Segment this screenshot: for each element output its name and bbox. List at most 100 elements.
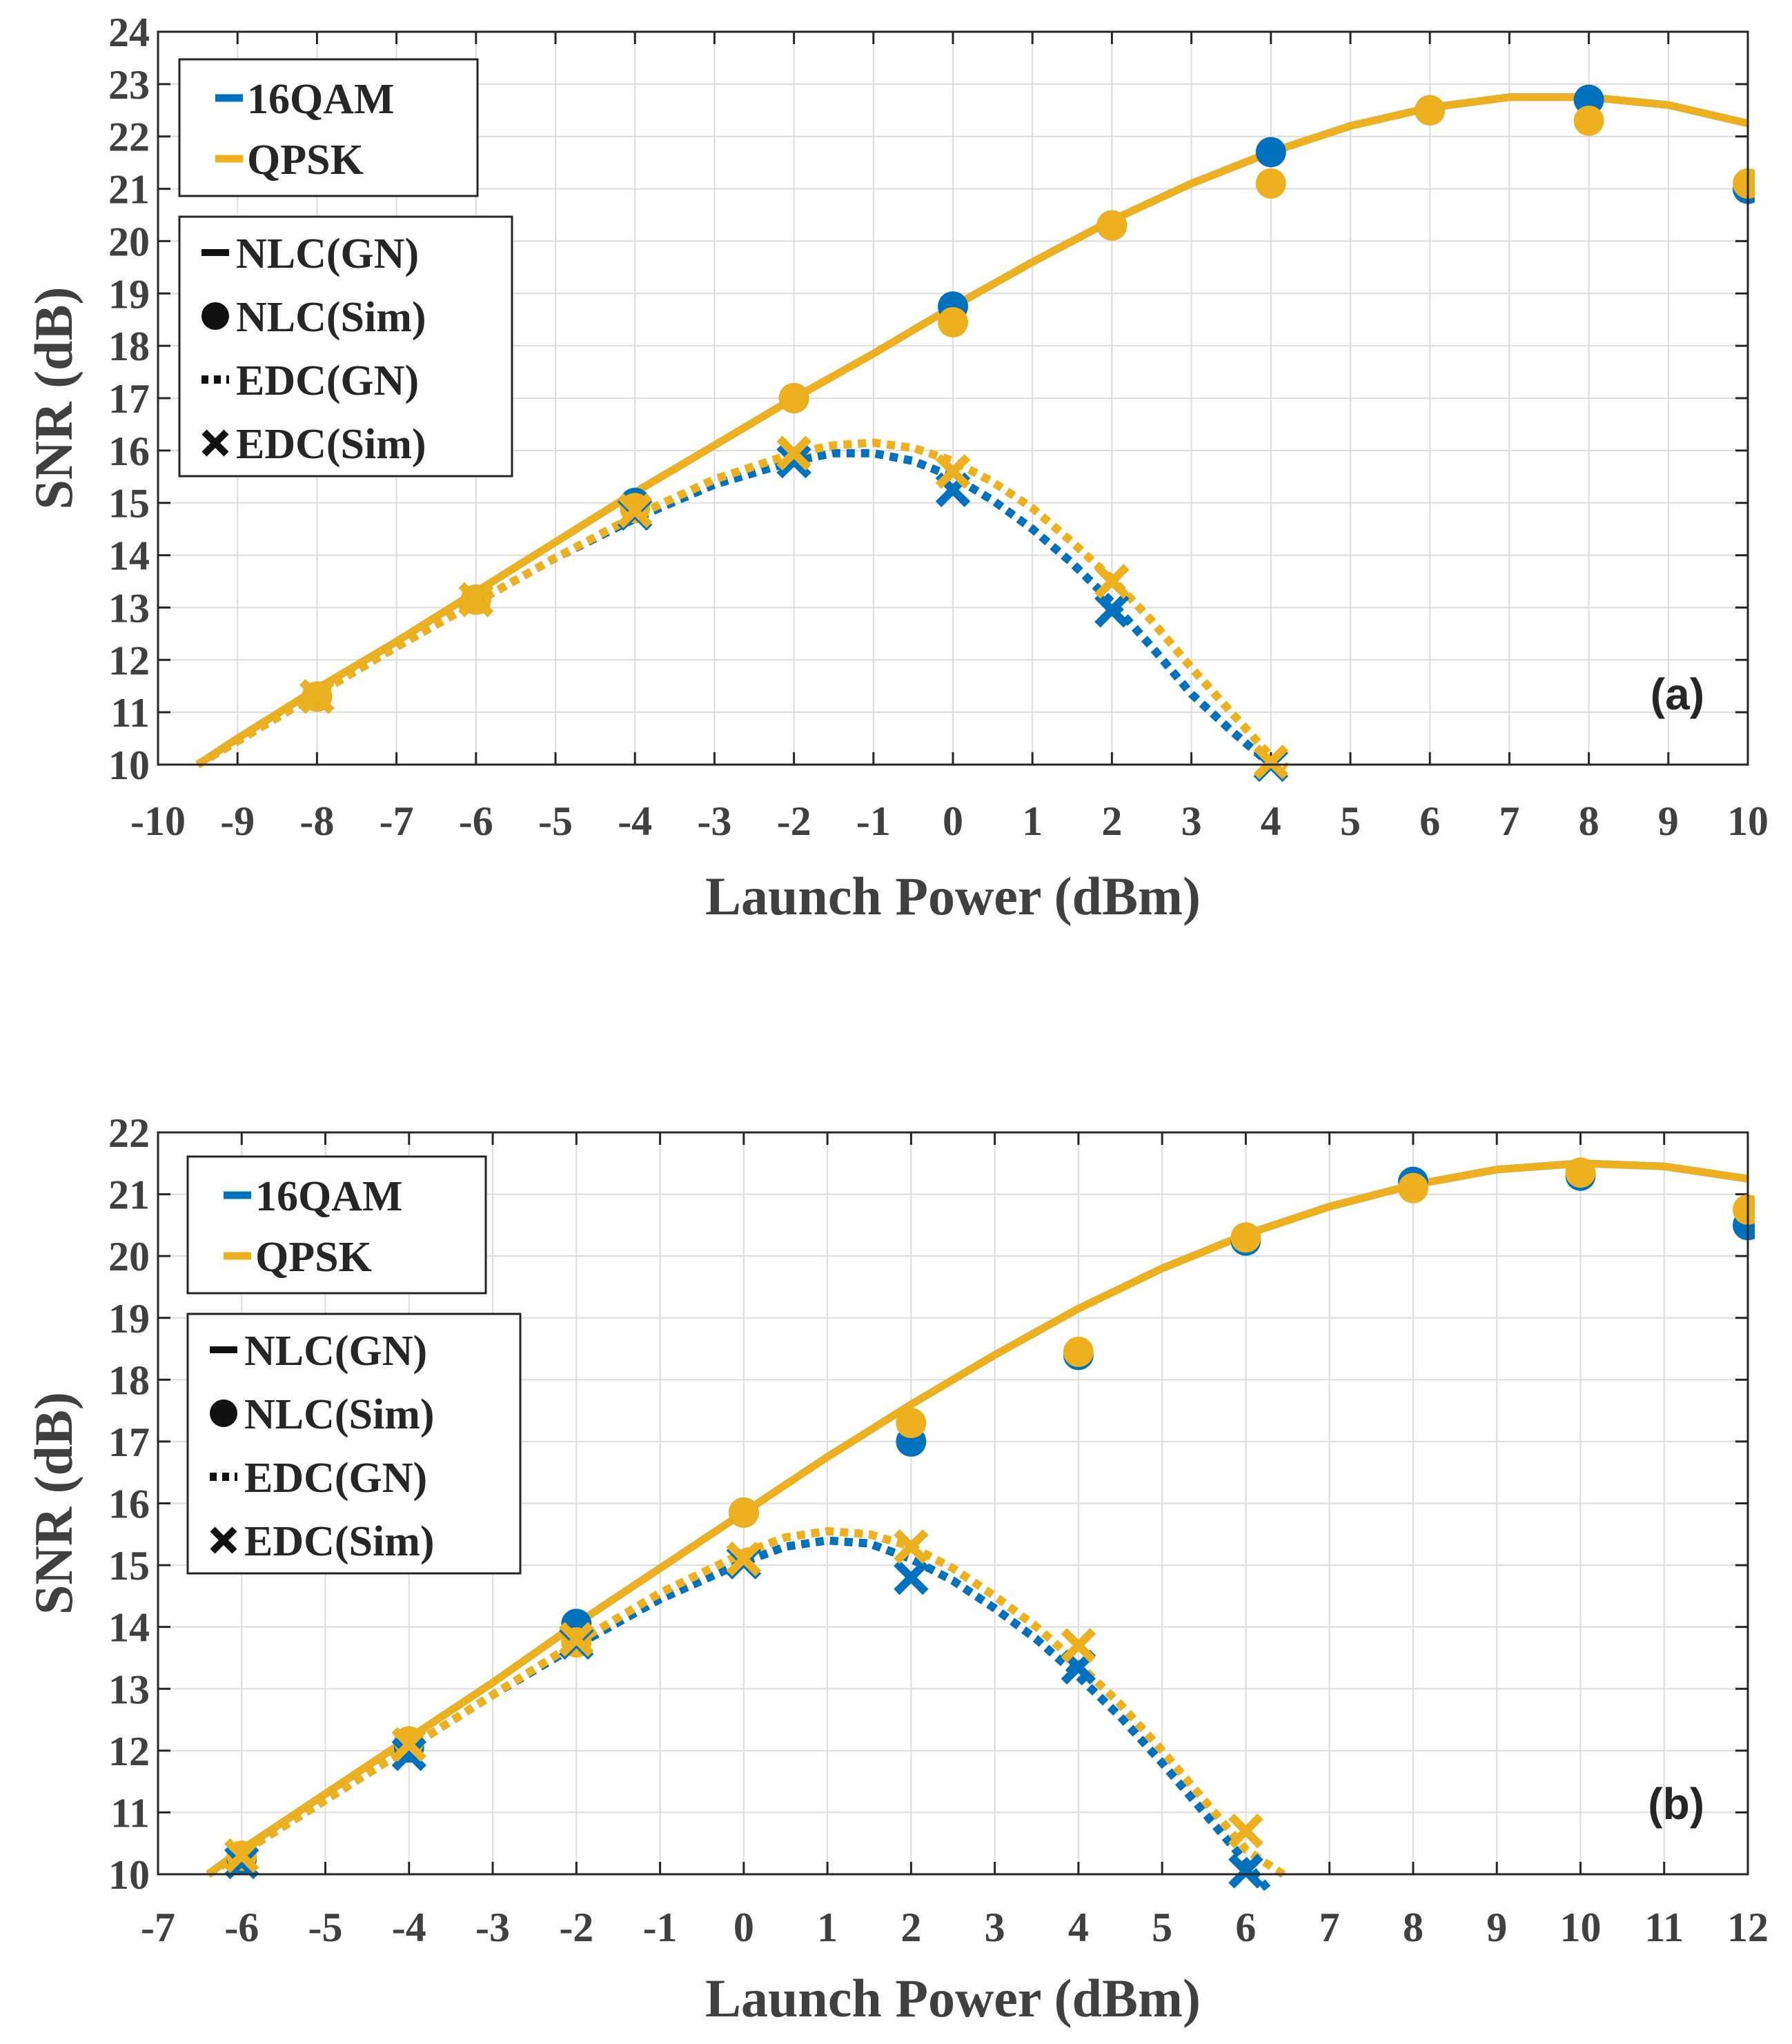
x-tick-label: -4 (618, 798, 652, 844)
legend-label-nlc-sim: NLC(Sim) (236, 294, 426, 341)
y-tick-label: 16 (108, 429, 150, 474)
y-axis-label: SNR (dB) (23, 1392, 83, 1615)
marker-x-16qam-edc-sim (391, 1736, 427, 1771)
legend-label-16qam: 16QAM (255, 1173, 403, 1220)
x-tick-label: 5 (1152, 1905, 1172, 1950)
marker-circle-qpsk-nlc-sim (1733, 168, 1755, 199)
marker-x-qpsk-edc-sim (299, 679, 335, 714)
x-tick-label: -5 (308, 1905, 343, 1950)
y-tick-label: 21 (108, 167, 150, 213)
y-tick-label: 14 (108, 533, 150, 579)
marker-x-16qam-edc-sim (894, 1560, 929, 1595)
marker-x-qpsk-edc-sim (1253, 744, 1289, 780)
legend-label-qpsk: QPSK (247, 137, 364, 184)
legend-label-16qam: 16QAM (247, 76, 395, 123)
legend-symbol-edc-sim (201, 429, 229, 457)
marker-circle-16qam-nlc-sim (1573, 84, 1604, 115)
marker-x-16qam-edc-sim (1094, 592, 1130, 628)
x-tick-label: 4 (1261, 798, 1281, 844)
legend-label-qpsk: QPSK (255, 1234, 372, 1281)
marker-x-qpsk-edc-sim (1228, 1814, 1263, 1849)
legend-format: 16QAM QPSK (186, 1155, 487, 1295)
marker-circle-qpsk-nlc-sim (1733, 1194, 1755, 1225)
x-tick-label: -10 (130, 798, 186, 844)
marker-x-qpsk-edc-sim (391, 1727, 427, 1762)
marker-x-16qam-edc-sim (776, 443, 811, 479)
x-tick-label: -7 (141, 1905, 175, 1950)
x-tick-label: 5 (1340, 798, 1361, 844)
x-tick-label: -7 (380, 798, 414, 844)
y-tick-label: 15 (108, 481, 150, 527)
y-tick-label: 12 (108, 1729, 150, 1774)
axes-frame (157, 1131, 1749, 1876)
x-tick-label: 6 (1235, 1905, 1256, 1950)
marker-circle-qpsk-nlc-sim (1230, 1222, 1261, 1253)
marker-x-qpsk-edc-sim (559, 1622, 594, 1657)
legend-box (186, 1313, 522, 1575)
marker-x-16qam-edc-sim (1228, 1854, 1263, 1889)
y-tick-label: 13 (108, 585, 150, 631)
marker-circle-qpsk-nlc-sim (1096, 210, 1128, 241)
y-tick-label: 16 (108, 1482, 150, 1527)
x-tick-label: 4 (1068, 1905, 1089, 1950)
marker-x-qpsk-edc-sim (776, 435, 811, 471)
marker-circle-qpsk-nlc-sim (1415, 95, 1446, 126)
marker-circle-qpsk-nlc-sim (778, 383, 809, 413)
legend-label-edc-gn: EDC(GN) (236, 357, 419, 404)
marker-x-qpsk-edc-sim (1061, 1628, 1096, 1663)
y-tick-label: 18 (108, 324, 150, 369)
marker-x-qpsk-edc-sim (617, 493, 653, 529)
legend-symbol-nlc-sim (201, 302, 229, 330)
x-tick-label: -6 (459, 798, 493, 844)
y-tick-label: 19 (108, 1296, 150, 1342)
y-tick-label: 21 (108, 1172, 150, 1218)
x-tick-label: 11 (1644, 1905, 1684, 1950)
panel-b: -7 -6 -5 -4 -3 -2 -1 0 1 2 3 4 5 6 7 8 9 10 11 121011121314… (23, 1110, 1769, 2028)
series-line-qpsk-edc-gn (195, 438, 1290, 771)
x-tick-label: 6 (1419, 798, 1440, 844)
y-tick-label: 10 (108, 1852, 150, 1898)
x-tick-label: 7 (1319, 1905, 1340, 1950)
y-tick-label: 18 (108, 1357, 150, 1403)
legend-symbol-edc-sim (210, 1526, 237, 1554)
x-tick-label: 8 (1403, 1905, 1424, 1950)
marker-circle-qpsk-nlc-sim (896, 1408, 927, 1439)
y-tick-label: 22 (108, 115, 150, 160)
y-tick-label: 19 (108, 271, 150, 317)
legend-style: NLC(GN) NLC(Sim) EDC(GN) EDC(Sim) (186, 1313, 522, 1575)
panel-label: (b) (1648, 1779, 1704, 1829)
x-tick-label: -1 (643, 1905, 678, 1950)
axes-frame (157, 30, 1749, 766)
marker-circle-qpsk-nlc-sim (1397, 1172, 1428, 1203)
data-layer (206, 1157, 1755, 1895)
marker-circle-qpsk-nlc-sim (1565, 1157, 1596, 1188)
marker-circle-16qam-nlc-sim (1255, 137, 1286, 168)
y-tick-label: 10 (108, 743, 150, 788)
y-tick-label: 20 (108, 1234, 150, 1279)
x-tick-label: -5 (538, 798, 573, 844)
x-axis-label: Launch Power (dBm) (705, 1968, 1201, 2028)
x-tick-label: -3 (475, 1905, 510, 1950)
legend-label-nlc-gn: NLC(GN) (236, 230, 419, 277)
panel-label: (a) (1651, 669, 1704, 719)
legend-label-edc-sim: EDC(Sim) (236, 421, 426, 468)
x-tick-label: -6 (224, 1905, 259, 1950)
legend-box (178, 215, 513, 478)
legend-box (178, 58, 479, 197)
legend-box (186, 1155, 487, 1295)
x-tick-label: 2 (1101, 798, 1122, 844)
marker-x-qpsk-edc-sim (726, 1541, 762, 1577)
y-tick-label: 17 (108, 1419, 150, 1465)
y-axis-label: SNR (dB) (23, 287, 83, 510)
legend-symbol-nlc-sim (210, 1399, 237, 1427)
x-tick-label: 7 (1499, 798, 1519, 844)
marker-circle-qpsk-nlc-sim (728, 1497, 759, 1528)
marker-circle-qpsk-nlc-sim (1255, 168, 1286, 199)
x-tick-label: -3 (697, 798, 731, 844)
x-tick-label: -4 (392, 1905, 426, 1950)
y-tick-label: 24 (108, 10, 150, 55)
y-tick-label: 14 (108, 1605, 150, 1651)
x-tick-label: 1 (1022, 798, 1043, 844)
